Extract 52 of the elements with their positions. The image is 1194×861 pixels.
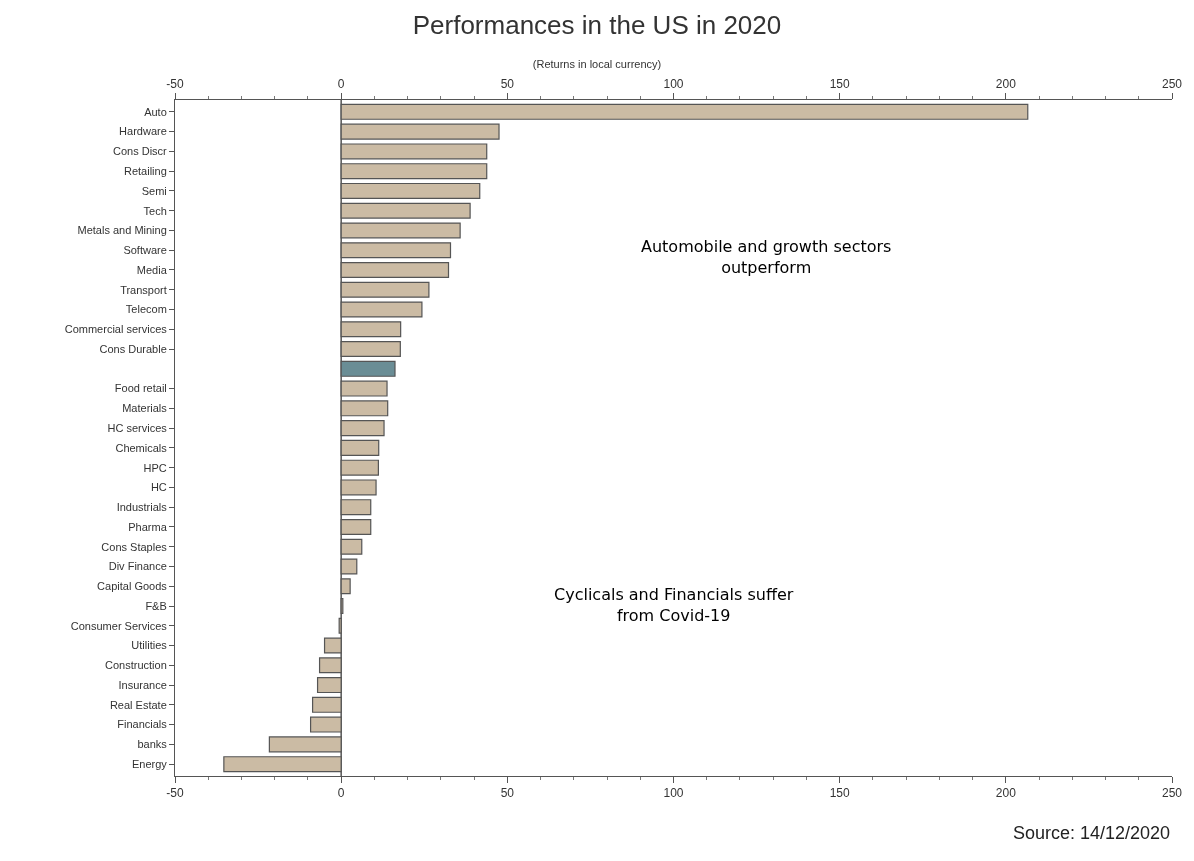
y-tick-label: Insurance [118,678,167,691]
x2-tick-label: 100 [663,786,684,801]
y-tick-label: Metals and Mining [77,224,167,237]
x-tick-label: 0 [337,77,345,92]
x2-tick-label: 250 [1161,786,1183,801]
y-tick-label: Cons Durable [99,342,167,355]
y-tick-label: Retailing [123,165,167,178]
y-tick-label: Food retail [114,382,167,395]
y-tick-label: Div Finance [108,560,167,573]
y-tick-label: Materials [122,402,168,415]
source-note: Source: 14/12/2020 [1013,823,1171,843]
y-tick-label: Real Estate [109,698,167,711]
annotation: Automobile and growth sectors outperform [641,237,892,277]
x2-tick-label: 50 [500,786,515,801]
y-tick-label: Tech [143,204,167,217]
y-tick-label: Media [136,263,168,276]
y-tick-label: Auto [144,105,167,118]
x-tick-label: 200 [995,77,1017,92]
y-tick-label: Cons Discr [113,145,168,158]
y-tick-label: Telecom [125,303,167,316]
y-tick-label: Hardware [119,125,167,138]
y-tick-label: Cons Staples [101,540,168,553]
annotation: Cyclicals and Financials suffer from Covid-19 [554,585,794,625]
x2-tick-label: 0 [337,786,345,801]
y-tick-label: Energy [131,757,168,770]
chart-subtitle: (Returns in local currency) [532,58,662,71]
x2-tick-label: 150 [829,786,850,801]
y-tick-label: Transport [120,283,167,296]
y-tick-label: Construction [105,659,167,672]
chart-title: Performances in the US in 2020 [412,10,782,41]
y-tick-label: Software [123,244,167,257]
x-tick-label: 150 [829,77,850,92]
x2-tick-label: 200 [995,786,1017,801]
y-tick-label: HC [150,481,167,494]
x-tick-label: 100 [663,77,684,92]
y-tick-label: Consumer Services [70,619,168,632]
y-tick-label: HC services [107,421,168,434]
y-tick-label: Industrials [116,501,168,514]
y-tick-label: Commercial services [64,323,168,336]
y-tick-label: Chemicals [115,441,168,454]
y-tick-label: Financials [117,718,168,731]
y-tick-label: Capital Goods [97,580,168,593]
y-tick-label: Pharma [128,520,168,533]
y-tick-label: banks [137,738,168,751]
y-tick-label: F&B [145,599,167,612]
x2-tick-label: -50 [166,786,184,801]
y-tick-label: Utilities [131,639,168,652]
x-tick-label: -50 [166,77,184,92]
y-tick-label: Semi [141,184,167,197]
x-tick-label: 250 [1161,77,1183,92]
x-tick-label: 50 [500,77,515,92]
y-tick-label: HPC [143,461,167,474]
